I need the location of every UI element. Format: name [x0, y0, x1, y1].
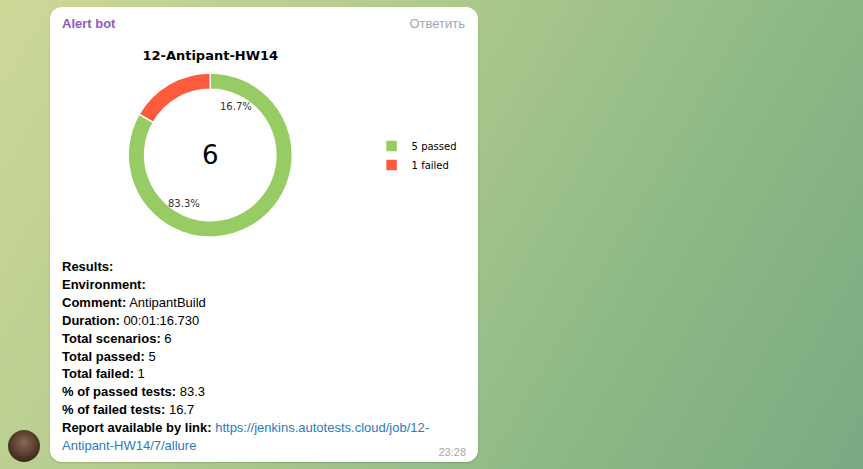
html-text:Alert bot: Alert bot [62, 16, 116, 31]
html-text:Ответить: Ответить [409, 16, 465, 31]
svg-text:5 passed: 5 passed [412, 141, 457, 152]
html-text:% of passed tests: 83.3: % of passed tests: 83.3 [62, 384, 206, 400]
html-text:Total passed: 5: Total passed: 5 [62, 348, 156, 364]
html-text:Total scenarios: 6: Total scenarios: 6 [62, 330, 172, 346]
html-text:Environment:: Environment: [62, 276, 146, 292]
html-text:% of failed tests: 16.7: % of failed tests: 16.7 [62, 402, 195, 418]
html-text:Duration: 00:01:16.730: Duration: 00:01:16.730 [62, 312, 200, 328]
html-text:23:28: 23:28 [438, 446, 466, 458]
html-text:Comment: AntipantBuild: Comment: AntipantBuild [62, 294, 206, 310]
svg-text:12-Antipant-HW14: 12-Antipant-HW14 [142, 48, 278, 63]
html-text:Results:: Results: [62, 259, 114, 274]
svg-text:16.7%: 16.7% [220, 101, 252, 112]
svg-text:83.3%: 83.3% [168, 198, 200, 209]
svg-text:1 failed: 1 failed [412, 160, 449, 171]
html-text:Total failed: 1: Total failed: 1 [62, 366, 145, 382]
svg-text:6: 6 [202, 140, 219, 170]
html-text:Report available by link: http: Report available by link: https://jenkin… [62, 420, 430, 454]
